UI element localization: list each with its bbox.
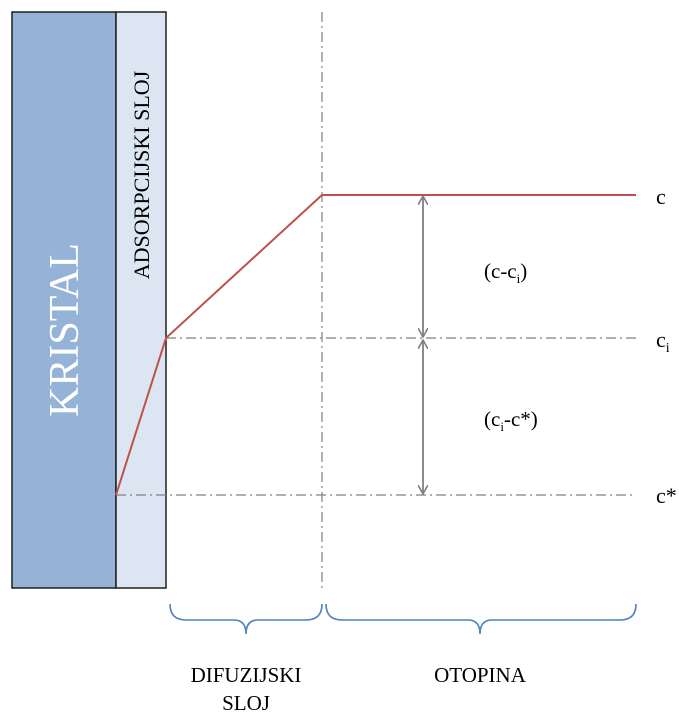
adsorption-layer-label: ADSORPCIJSKI SLOJ [129,70,154,279]
diffusion-layer-label-line1: DIFUZIJSKI [191,663,302,687]
diffusion-layer-label-line2: SLOJ [222,691,270,715]
concentration-profile [115,194,636,496]
upper-difference-label: (c-ci) [484,259,527,286]
adsorption-layer [115,11,167,589]
solution-brace [325,603,637,635]
crystal-label: KRISTAL [42,243,88,417]
level-label-cstar: c* [656,483,677,508]
crystal-block [11,11,117,589]
diffusion-layer-brace [169,603,323,635]
solution-label: OTOPINA [434,663,527,687]
level-label-c: c [656,184,666,209]
level-label-ci: ci [656,327,670,356]
lower-difference-label: (ci-c*) [484,407,538,434]
